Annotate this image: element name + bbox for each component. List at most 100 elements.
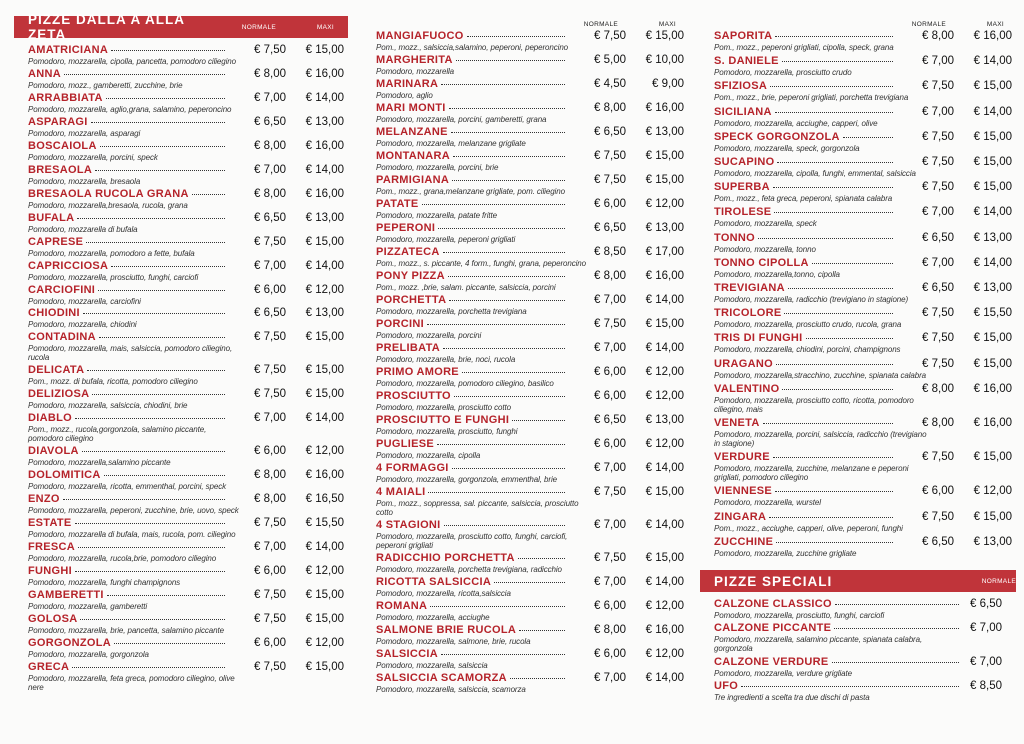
item-description: Pom., mozz. ,brie, salam. piccante, sals… [376, 283, 556, 292]
menu-section: NORMALE MAXI MANGIAFUOCO € 7,50 € 15,00 Pom.,… [362, 16, 688, 694]
item-price: € 15,00 [305, 44, 344, 56]
item-description: Pom., mozz. di bufala, ricotta, pomodoro… [28, 377, 198, 387]
dot-leader [452, 180, 565, 181]
item-price: € 6,00 [594, 600, 626, 612]
item-name: TIROLESE [714, 206, 772, 219]
item-description: Pomodoro, mozzarella,stracchino, zucchin… [714, 370, 926, 380]
dot-leader [77, 217, 225, 219]
item-price: € 15,00 [305, 364, 344, 377]
item-row: ESTATE € 7,50 € 15,50 [28, 517, 344, 530]
item-description: Pomodoro, mozzarella, verdure grigliate [714, 668, 852, 678]
menu-item: CAPRICCIOSA € 7,00 € 14,00 Pomodoro, mozzar… [28, 260, 344, 282]
item-description: Pomodoro, mozzarella, cipolla, funghi, e… [714, 169, 916, 179]
dot-leader [449, 300, 565, 301]
menu-item: VALENTINO € 8,00 € 16,00 Pomodoro, mozzarel… [714, 383, 1012, 414]
item-price: € 7,50 [922, 357, 954, 370]
dot-leader [774, 212, 893, 214]
item-name: CAPRICCIOSA [28, 259, 109, 272]
item-row: ROMANA € 6,00 € 12,00 [376, 600, 684, 613]
menu-item: ANNA € 8,00 € 16,00 Pomodoro, mozz., gamber… [28, 68, 344, 90]
item-row: SALSICCIA SCAMORZA € 7,00 € 14,00 [376, 672, 684, 685]
item-description: Pomodoro, mozzarella, porcini, salsiccia… [714, 430, 927, 449]
item-name: 4 STAGIONI [376, 519, 441, 531]
item-row: GORGONZOLA € 6,00 € 12,00 [28, 637, 344, 650]
menu-item: TIROLESE € 7,00 € 14,00 Pomodoro, mozzarell… [714, 206, 1012, 228]
menu-item: PARMIGIANA € 7,50 € 15,00 Pom., mozz., gran… [376, 174, 684, 196]
item-price: € 15,00 [645, 486, 684, 498]
dot-leader [811, 262, 893, 264]
dot-leader [512, 420, 565, 421]
dot-leader [450, 132, 565, 133]
item-price: € 16,00 [973, 417, 1012, 430]
dot-leader [105, 97, 225, 99]
item-row: PROSCIUTTO € 6,00 € 12,00 [376, 390, 684, 403]
item-price: € 8,50 [594, 246, 626, 258]
menu-section: PIZZE DALLA A ALLA ZETA NORMALE MAXI AMATRI… [14, 12, 348, 692]
item-row: ANNA € 8,00 € 16,00 [28, 68, 344, 81]
menu-item: BRESAOLA € 7,00 € 14,00 Pomodoro, mozzarell… [28, 164, 344, 186]
item-row: SALSICCIA € 6,00 € 12,00 [376, 648, 684, 661]
item-description: Pomodoro, mozzarella, porchetta trevigia… [376, 307, 527, 316]
item-price: € 12,00 [305, 565, 344, 578]
item-price: € 15,00 [973, 510, 1012, 523]
item-description: Pomodoro, mozzarella, funghi champignons [28, 578, 181, 588]
dot-leader [106, 594, 225, 596]
menu-item: PATATE € 6,00 € 12,00 Pomodoro, mozzarella,… [376, 198, 684, 220]
item-row: MARI MONTI € 8,00 € 16,00 [376, 102, 684, 115]
dot-leader [777, 162, 893, 164]
item-description: Pomodoro, mozzarella,salamino piccante [28, 458, 171, 468]
item-description: Pom., mozz., s. piccante, 4 form., fungh… [376, 259, 587, 268]
dot-leader [111, 50, 225, 51]
menu-item: PORCHETTA € 7,00 € 14,00 Pomodoro, mozzarel… [376, 294, 684, 316]
menu-item: MANGIAFUOCO € 7,50 € 15,00 Pom., mozz., sal… [376, 30, 684, 52]
item-price: € 13,00 [973, 535, 1012, 548]
item-description: Pomodoro, mozzarella, brie, pancetta, sa… [28, 625, 224, 635]
item-description: Pom., mozz., grana,melanzane grigliate, … [376, 187, 565, 196]
item-price: € 15,00 [305, 660, 344, 673]
item-row: ASPARAGI € 6,50 € 13,00 [28, 116, 344, 129]
dot-leader [775, 36, 893, 37]
item-description: Pomodoro, mozzarella, salmone, brie, ruc… [376, 637, 531, 646]
item-name: GORGONZOLA [28, 636, 112, 649]
item-name: BOSCAIOLA [28, 139, 97, 152]
item-price: € 8,00 [594, 624, 626, 636]
item-name: PIZZATECA [376, 246, 440, 258]
item-price: € 15,00 [305, 588, 344, 601]
item-price: € 14,00 [305, 541, 344, 554]
section-header-bar: PIZZE DALLA A ALLA ZETA NORMALE MAXI [14, 12, 348, 42]
item-row: PARMIGIANA € 7,50 € 15,00 [376, 174, 684, 187]
item-price: € 7,50 [254, 364, 286, 377]
item-description: Pomodoro, mozzarella, feta greca, pomodo… [28, 673, 235, 692]
menu-item: GRECA € 7,50 € 15,00 Pomodoro, mozzarella, … [28, 661, 344, 692]
price-header: MAXI [316, 23, 334, 31]
item-description: Pomodoro, mozzarella, porcini [376, 331, 482, 340]
item-list: SAPORITA € 8,00 € 16,00 Pom., mozz., pepero… [700, 30, 1016, 558]
price-header: MAXI [658, 21, 676, 28]
item-price: € 6,50 [254, 115, 286, 128]
item-description: Pomodoro, mozzarella, gorgonzola [28, 649, 149, 659]
dot-leader [784, 313, 893, 315]
dot-leader [494, 582, 565, 583]
item-name: SALSICCIA SCAMORZA [376, 672, 507, 684]
menu-item: CALZONE CLASSICO € 6,50 Pomodoro, mozzarel… [714, 598, 1012, 620]
dot-leader [421, 204, 565, 205]
item-price: € 7,00 [254, 163, 286, 176]
menu-column: NORMALE MAXI MANGIAFUOCO € 7,50 € 15,00 Pom.,… [362, 16, 688, 694]
menu-item: SFIZIOSA € 7,50 € 15,00 Pom., mozz., brie, … [714, 80, 1012, 102]
item-description: Pomodoro, mozzarella, porcini, brie [376, 163, 499, 172]
item-name: TRIS DI FUNGHI [714, 332, 803, 345]
item-price: € 12,00 [973, 485, 1012, 498]
dot-leader [80, 618, 225, 620]
item-row: SUCAPINO € 7,50 € 15,00 [714, 156, 1012, 169]
item-row: TRICOLORE € 7,50 € 15,50 [714, 307, 1012, 320]
item-name: SUCAPINO [714, 156, 775, 169]
item-price: € 7,00 [922, 105, 954, 118]
item-price: € 14,00 [305, 91, 344, 104]
dot-leader [519, 630, 565, 631]
item-price: € 7,00 [922, 206, 954, 219]
item-price: € 7,50 [594, 318, 626, 330]
item-name: S. DANIELE [714, 55, 779, 68]
item-description: Pomodoro, mozzarella, pomodoro a fette, … [28, 248, 195, 258]
menu-item: SALSICCIA SCAMORZA € 7,00 € 14,00 Pomodoro,… [376, 672, 684, 694]
menu-item: RICOTTA SALSICCIA € 7,00 € 14,00 Pomodoro, … [376, 576, 684, 598]
